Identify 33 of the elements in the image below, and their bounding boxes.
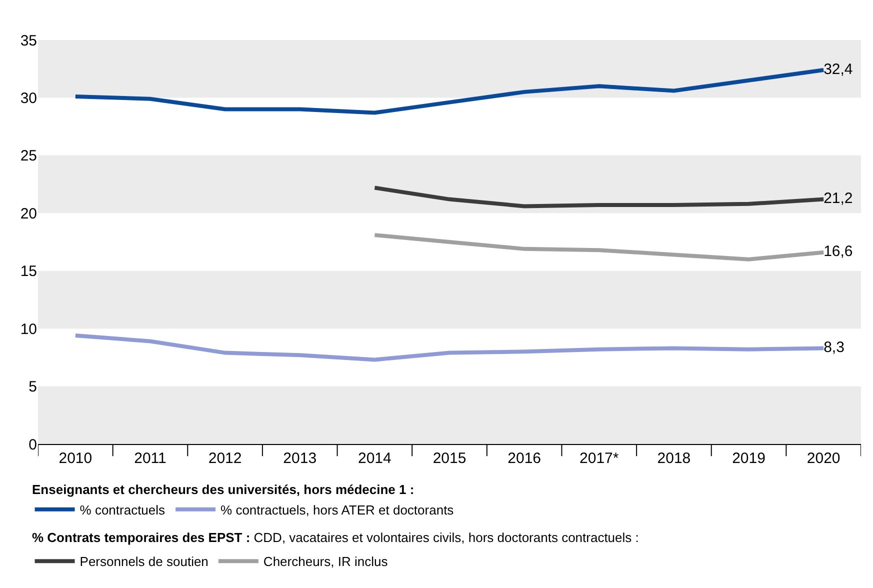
x-tick-label: 2014 <box>358 450 392 467</box>
y-tick-label: 15 <box>20 263 37 280</box>
line-series <box>372 186 826 208</box>
line-series <box>73 68 826 115</box>
y-tick-label: 20 <box>20 205 37 222</box>
data-label: 21,2 <box>824 190 853 208</box>
y-tick-label: 10 <box>20 320 37 338</box>
x-tick-label: 2015 <box>432 450 466 467</box>
line-series <box>73 334 826 362</box>
data-label: 16,6 <box>824 243 853 260</box>
x-tick-label: 2011 <box>134 450 166 467</box>
text: % Contrats temporaires des EPST : CDD, vacataires et volontaires civils, hors doctorants contractuels : <box>32 530 639 545</box>
x-tick-label: 2010 <box>58 450 92 467</box>
x-tick-label: 2018 <box>657 450 691 467</box>
x-tick-label: 2016 <box>508 450 542 467</box>
line-series <box>372 233 826 262</box>
data-label: 32,4 <box>824 60 853 78</box>
y-tick-label: 0 <box>28 436 37 454</box>
x-tick-label: 2019 <box>732 450 766 467</box>
legend-label: Chercheurs, IR inclus <box>263 554 388 570</box>
data-label: 8,3 <box>824 338 844 356</box>
y-tick-label: 25 <box>20 148 37 165</box>
legend-label: % contractuels <box>80 502 166 518</box>
x-tick-label: 2012 <box>208 450 242 467</box>
text: Enseignants et chercheurs des universités, hors médecine 1 : <box>32 482 414 497</box>
x-tick-label: 2020 <box>806 450 840 467</box>
legend-label: Personnels de soutien <box>80 554 208 570</box>
x-tick-label: 2017* <box>580 450 619 467</box>
x-tick-label: 2013 <box>283 450 317 467</box>
y-tick-label: 5 <box>28 378 37 396</box>
y-tick-label: 35 <box>20 32 37 50</box>
legend-label: % contractuels, hors ATER et doctorants <box>220 502 454 518</box>
y-tick-label: 30 <box>20 90 37 107</box>
